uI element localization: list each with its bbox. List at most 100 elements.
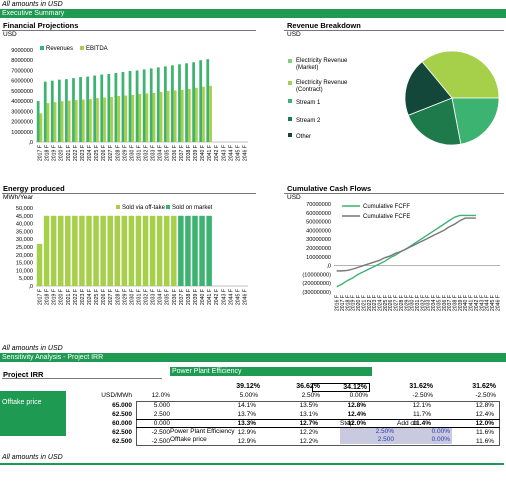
legend-swatch: [288, 133, 292, 137]
param-addon-input[interactable]: 0.00%: [396, 428, 452, 436]
bar: [192, 62, 195, 143]
bar: [103, 97, 106, 142]
section-header-sensitivity: Sensitivity Analysis - Project IRR: [0, 353, 506, 362]
bar: [93, 215, 99, 286]
pie-slice: [421, 50, 500, 99]
bar: [79, 77, 82, 142]
x-tick-label: 2020 F: [59, 289, 65, 305]
irr-cell: 12.8%: [475, 402, 494, 409]
x-tick-label: 2037 F: [179, 289, 185, 305]
addon-header: Add on: [397, 420, 418, 427]
legend-swatch: [288, 99, 292, 103]
efficiency-column-header: 0.00%: [349, 392, 368, 399]
irr-cell: 12.0%: [475, 420, 494, 427]
y-tick-label: 20,000: [16, 253, 33, 259]
legend-swatch: [80, 46, 84, 50]
legend-swatch: [40, 46, 44, 50]
bar: [192, 215, 198, 286]
efficiency-column-header: -2.50%: [475, 392, 496, 399]
bar: [39, 113, 43, 142]
offtake-price-value: 60.000: [112, 420, 132, 427]
x-tick-label: 2029 F: [122, 289, 128, 305]
irr-cell: 12.9%: [237, 429, 256, 436]
bar: [53, 102, 57, 142]
x-tick-label: 2044 F: [228, 145, 234, 161]
x-tick-label: 2018 F: [45, 145, 51, 161]
bar: [149, 68, 153, 142]
x-tick-label: 2035 F: [165, 145, 171, 161]
pie-slice: [407, 97, 462, 146]
bar: [121, 215, 128, 286]
x-tick-label: 2043 F: [221, 289, 227, 305]
bar: [57, 215, 64, 286]
revenue-breakdown-chart: Electricity Revenue (Market) Electricity R…: [288, 50, 500, 146]
x-tick-label: 2020 F: [59, 145, 65, 161]
x-tick-label: 2020 F: [356, 295, 362, 311]
param-step-input[interactable]: 2.50%: [340, 428, 396, 436]
bar: [171, 215, 177, 286]
x-tick-label: 2040 F: [200, 289, 206, 305]
bar: [156, 67, 160, 142]
bar: [36, 243, 43, 286]
series-line: [336, 217, 476, 272]
irr-cell: 11.7%: [413, 411, 431, 418]
y-tick-label: 5000000: [11, 89, 33, 95]
param-step-input[interactable]: 2.500: [340, 436, 396, 444]
x-tick-label: 2046 F: [495, 295, 501, 311]
y-tick-label: ,0: [28, 284, 33, 290]
x-tick-label: 2033 F: [426, 295, 432, 311]
x-tick-label: 2022 F: [367, 295, 373, 311]
bar: [149, 215, 156, 286]
bar: [86, 215, 92, 286]
offtake-price-delta: 0.000: [153, 420, 170, 427]
bar: [93, 75, 97, 142]
irr-cell: 12.8%: [347, 402, 366, 409]
bar: [178, 64, 181, 142]
bar: [142, 69, 146, 142]
bar: [206, 215, 212, 286]
y-tick-label: 2000000: [11, 120, 33, 126]
x-tick-label: 2019 F: [351, 295, 357, 311]
y-tick-label: 6000000: [11, 79, 33, 85]
irr-cell: 14.1%: [237, 402, 256, 409]
y-tick-label: 8000000: [11, 58, 33, 64]
offtake-price-delta: -2.500: [151, 429, 170, 436]
x-tick-label: 2036 F: [172, 289, 178, 305]
bar: [199, 215, 205, 286]
x-tick-label: 2036 F: [172, 145, 178, 161]
param-addon-input[interactable]: 0.00%: [396, 436, 452, 444]
x-tick-label: 2016 F: [335, 295, 341, 311]
irr-cell: 12.4%: [347, 411, 366, 418]
x-tick-label: 2042 F: [214, 289, 220, 305]
bar: [65, 215, 71, 286]
efficiency-top-value: 31.62%: [409, 383, 433, 390]
x-tick-label: 2030 F: [129, 289, 135, 305]
bar: [81, 99, 85, 142]
irr-cell: 12.9%: [237, 438, 256, 445]
y-tick-label: 25,000: [16, 245, 33, 251]
x-tick-label: 2028 F: [115, 289, 121, 305]
divider: [284, 193, 504, 194]
legend-label: Other: [296, 134, 311, 140]
offtake-price-value: 62.500: [112, 438, 132, 445]
pie-slice: [451, 97, 500, 145]
x-tick-label: 2043 F: [221, 145, 227, 161]
x-tick-label: 2023 F: [80, 289, 86, 305]
x-tick-label: 2026 F: [101, 289, 107, 305]
y-tick-label: 5,000: [19, 276, 33, 282]
divider: [2, 30, 256, 31]
bar: [202, 86, 205, 142]
efficiency-column-header: 5.00%: [239, 392, 258, 399]
bar: [166, 90, 170, 142]
bar: [100, 74, 104, 142]
bar: [110, 97, 113, 142]
y-tick-label: 50000000: [306, 220, 331, 226]
x-tick-label: 2019 F: [52, 145, 58, 161]
offtake-price-value: 65.000: [112, 402, 132, 409]
x-tick-label: 2039 F: [193, 145, 199, 161]
x-tick-label: 2034 F: [158, 145, 164, 161]
x-tick-label: 2029 F: [404, 295, 410, 311]
x-tick-label: 2028 F: [399, 295, 405, 311]
bar: [96, 98, 99, 142]
y-tick-label: ,0: [28, 140, 33, 146]
